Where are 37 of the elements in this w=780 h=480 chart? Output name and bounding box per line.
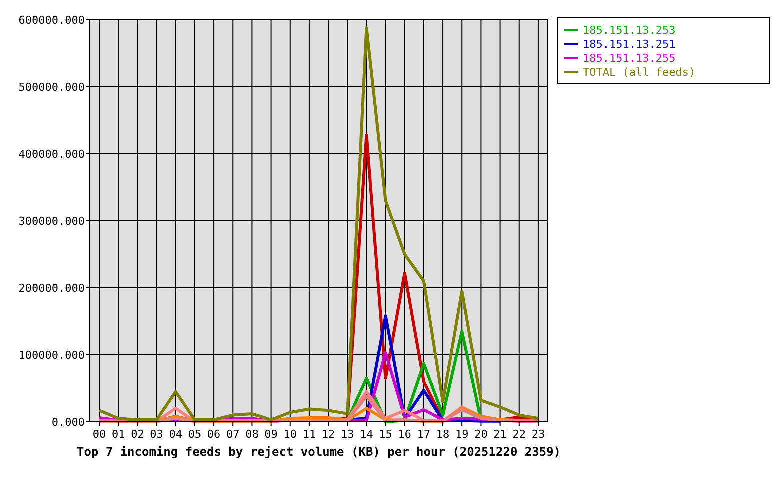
x-tick-label: 05 bbox=[188, 428, 202, 441]
y-tick-label: 400000.000 bbox=[18, 148, 85, 161]
x-tick-label: 10 bbox=[284, 428, 297, 441]
x-tick-label: 16 bbox=[398, 428, 412, 441]
x-tick-label: 14 bbox=[360, 428, 374, 441]
x-tick-label: 02 bbox=[131, 428, 144, 441]
x-tick-label: 20 bbox=[474, 428, 488, 441]
legend-label: 185.151.13.251 bbox=[583, 38, 676, 51]
x-tick-label: 03 bbox=[150, 428, 164, 441]
x-tick-label: 06 bbox=[207, 428, 221, 441]
x-tick-label: 04 bbox=[169, 428, 183, 441]
text: Top 7 incoming feeds by reject volume (KB) per hour (20251220 2359) bbox=[76, 445, 562, 459]
y-tick-label: 100000.000 bbox=[18, 348, 85, 362]
x-tick-label: 23 bbox=[532, 428, 546, 441]
x-tick-label: 12 bbox=[322, 428, 336, 441]
line-series bbox=[98, 26, 540, 422]
x-tick-label: 13 bbox=[341, 428, 354, 441]
x-tick-label: 19 bbox=[456, 428, 469, 441]
x-tick-label: 11 bbox=[302, 428, 316, 441]
x-tick-label: 08 bbox=[246, 428, 259, 441]
x-tick-label: 07 bbox=[226, 428, 240, 441]
legend-label: 185.151.13.253 bbox=[583, 24, 676, 37]
x-tick-label: 18 bbox=[436, 428, 450, 441]
x-tick-label: 22 bbox=[512, 428, 526, 441]
y-tick-label: 300000.000 bbox=[18, 214, 85, 228]
y-tick-label: 500000.000 bbox=[18, 80, 85, 94]
x-tick-label: 17 bbox=[417, 428, 431, 441]
x-tick-label: 15 bbox=[379, 428, 392, 441]
x-tick-label: 01 bbox=[112, 428, 126, 441]
y-tick-label: 200000.000 bbox=[18, 282, 85, 295]
x-tick-label: 21 bbox=[494, 428, 507, 441]
y-tick-label: 0.000 bbox=[52, 416, 85, 429]
legend-label: 185.151.13.255 bbox=[583, 52, 676, 65]
legend-label: TOTAL (all feeds) bbox=[583, 66, 696, 79]
x-tick-label: 00 bbox=[92, 428, 106, 441]
y-tick-label: 600000.000 bbox=[18, 14, 85, 27]
x-tick-label: 09 bbox=[264, 428, 278, 441]
